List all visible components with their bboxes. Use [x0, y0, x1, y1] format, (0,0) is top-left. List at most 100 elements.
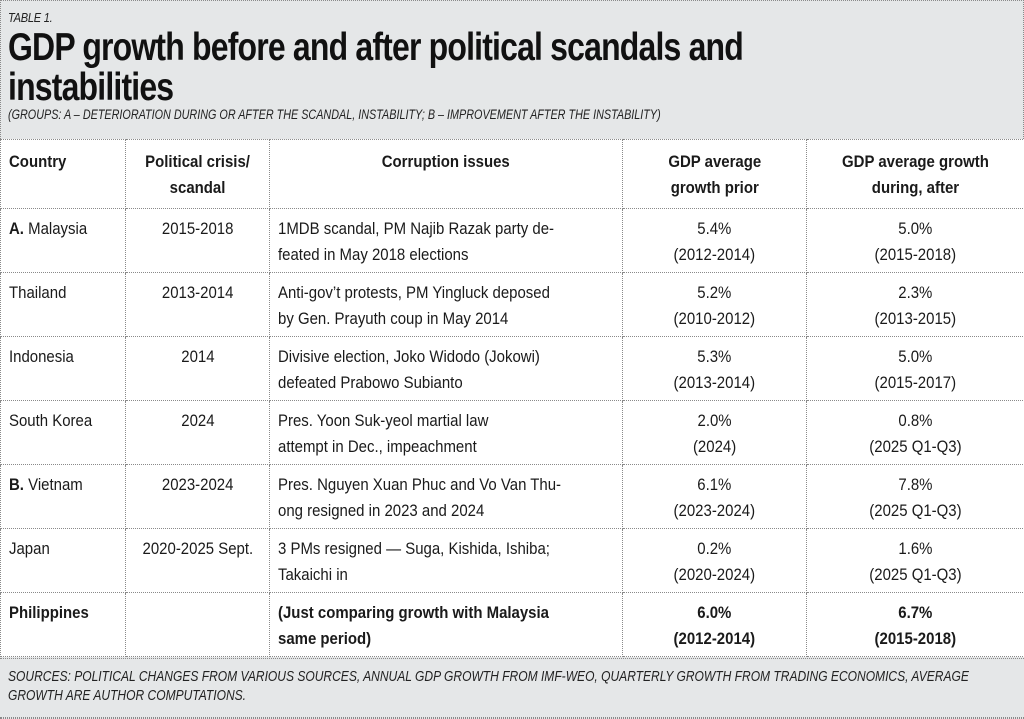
gdp-prior-period: (2024)	[692, 437, 737, 456]
cell-political-crisis: 2014	[125, 336, 270, 401]
gdp-after-value: 0.8%	[898, 411, 933, 430]
crisis-period: 2013-2014	[161, 283, 234, 302]
cell-corruption-issues: Divisive election, Joko Widodo (Jokowi) d…	[269, 336, 623, 401]
cell-corruption-issues: Anti-gov’t protests, PM Yingluck deposed…	[269, 272, 623, 337]
issue-text-line: attempt in Dec., impeachment	[278, 437, 477, 456]
cell-corruption-issues: 1MDB scandal, PM Najib Razak party de-fe…	[269, 208, 623, 273]
gdp-prior-period: (2012-2014)	[673, 629, 756, 648]
cell-gdp-after: 7.8% (2025 Q1-Q3)	[806, 464, 1024, 529]
table-row: Indonesia 2014 Divisive election, Joko Wid…	[0, 336, 1024, 401]
data-table-container: Country Political crisis/ scandal Corrup…	[0, 139, 1024, 657]
cell-country: Indonesia	[0, 336, 126, 401]
issue-text-line: same period)	[278, 629, 372, 648]
cell-country: South Korea	[0, 400, 126, 465]
issue-text-line: ong resigned in 2023 and 2024	[278, 501, 485, 520]
crisis-period: 2023-2024	[161, 475, 234, 494]
country-name: Japan	[9, 539, 50, 558]
cell-corruption-issues: (Just comparing growth with Malaysia same…	[269, 592, 623, 657]
cell-political-crisis: 2020-2025 Sept.	[125, 528, 270, 593]
column-header-country: Country	[0, 139, 126, 209]
crisis-period: 2024	[180, 411, 215, 430]
table-header: TABLE 1. GDP growth before and after pol…	[8, 8, 1008, 122]
cell-country: A. Malaysia	[0, 208, 126, 273]
gdp-growth-table: Country Political crisis/ scandal Corrup…	[0, 139, 1024, 657]
cell-gdp-after: 5.0% (2015-2017)	[806, 336, 1024, 401]
gdp-prior-value: 6.1%	[697, 475, 732, 494]
country-name: Thailand	[9, 283, 67, 302]
gdp-prior-period: (2012-2014)	[673, 245, 756, 264]
issue-text-line: defeated Prabowo Subianto	[278, 373, 463, 392]
cell-political-crisis: 2023-2024	[125, 464, 270, 529]
crisis-period: 2015-2018	[161, 219, 234, 238]
cell-corruption-issues: Pres. Yoon Suk-yeol martial law attempt i…	[269, 400, 623, 465]
country-name: South Korea	[9, 411, 93, 430]
column-header-gdp-after: GDP average growth during, after	[806, 139, 1024, 209]
cell-corruption-issues: Pres. Nguyen Xuan Phuc and Vo Van Thu-on…	[269, 464, 623, 529]
issue-text-line: feated in May 2018 elections	[278, 245, 469, 264]
country-name: Malaysia	[28, 219, 88, 238]
cell-political-crisis: 2013-2014	[125, 272, 270, 337]
cell-gdp-after: 6.7% (2015-2018)	[806, 592, 1024, 657]
country-name: Vietnam	[28, 475, 83, 494]
gdp-prior-value: 5.3%	[697, 347, 732, 366]
gdp-after-value: 1.6%	[898, 539, 933, 558]
crisis-period: 2014	[180, 347, 215, 366]
cell-gdp-after: 5.0% (2015-2018)	[806, 208, 1024, 273]
sources-footnote: SOURCES: POLITICAL CHANGES FROM VARIOUS …	[0, 658, 1024, 718]
gdp-after-period: (2015-2018)	[874, 245, 957, 264]
column-header-political-crisis: Political crisis/ scandal	[125, 139, 270, 209]
issue-text-line: by Gen. Prayuth coup in May 2014	[278, 309, 509, 328]
gdp-after-value: 5.0%	[898, 347, 933, 366]
gdp-after-period: (2015-2018)	[874, 629, 957, 648]
cell-gdp-prior: 5.2% (2010-2012)	[622, 272, 807, 337]
gdp-prior-value: 5.2%	[697, 283, 732, 302]
table-body: A. Malaysia 2015-2018 1MDB scandal, PM Naj…	[0, 208, 1024, 657]
gdp-after-period: (2025 Q1-Q3)	[869, 501, 962, 520]
cell-political-crisis: 2024	[125, 400, 270, 465]
cell-political-crisis	[125, 592, 270, 657]
column-header-corruption-issues: Corruption issues	[269, 139, 623, 209]
column-header-gdp-prior: GDP average growth prior	[622, 139, 807, 209]
issue-text-line: Divisive election, Joko Widodo (Jokowi)	[278, 347, 540, 366]
gdp-prior-value: 6.0%	[697, 603, 732, 622]
table-row: South Korea 2024 Pres. Yoon Suk-yeol marti…	[0, 400, 1024, 465]
cell-gdp-prior: 5.3% (2013-2014)	[622, 336, 807, 401]
country-name: Philippines	[9, 603, 89, 622]
cell-political-crisis: 2015-2018	[125, 208, 270, 273]
cell-corruption-issues: 3 PMs resigned — Suga, Kishida, Ishiba; T…	[269, 528, 623, 593]
group-label: B.	[9, 475, 24, 494]
cell-country: B. Vietnam	[0, 464, 126, 529]
cell-country: Philippines	[0, 592, 126, 657]
group-label: A.	[9, 219, 24, 238]
table-row: B. Vietnam 2023-2024 Pres. Nguyen Xuan Phu…	[0, 464, 1024, 529]
cell-country: Japan	[0, 528, 126, 593]
issue-text-line: 1MDB scandal, PM Najib Razak party de-	[278, 219, 555, 238]
gdp-prior-value: 5.4%	[697, 219, 732, 238]
cell-country: Thailand	[0, 272, 126, 337]
table-subtitle: (GROUPS: A – DETERIORATION DURING OR AFT…	[8, 107, 661, 122]
cell-gdp-after: 2.3% (2013-2015)	[806, 272, 1024, 337]
cell-gdp-after: 0.8% (2025 Q1-Q3)	[806, 400, 1024, 465]
cell-gdp-prior: 2.0% (2024)	[622, 400, 807, 465]
page-title: GDP growth before and after political sc…	[8, 26, 744, 109]
gdp-after-period: (2025 Q1-Q3)	[869, 437, 962, 456]
table-header-row: Country Political crisis/ scandal Corrup…	[0, 139, 1024, 209]
table-label: TABLE 1.	[8, 10, 53, 25]
cell-gdp-after: 1.6% (2025 Q1-Q3)	[806, 528, 1024, 593]
gdp-prior-value: 2.0%	[697, 411, 732, 430]
gdp-after-value: 7.8%	[898, 475, 933, 494]
gdp-after-value: 2.3%	[898, 283, 933, 302]
gdp-after-value: 6.7%	[898, 603, 933, 622]
gdp-prior-period: (2010-2012)	[673, 309, 756, 328]
issue-text-line: Takaichi in	[278, 565, 348, 584]
sources-text: SOURCES: POLITICAL CHANGES FROM VARIOUS …	[8, 669, 969, 704]
gdp-prior-period: (2013-2014)	[673, 373, 756, 392]
gdp-prior-period: (2020-2024)	[673, 565, 756, 584]
cell-gdp-prior: 6.1% (2023-2024)	[622, 464, 807, 529]
table-row: Thailand 2013-2014 Anti-gov’t protests, PM…	[0, 272, 1024, 337]
crisis-period: 2020-2025 Sept.	[142, 539, 253, 558]
table-row: Japan 2020-2025 Sept. 3 PMs resigned — Sug…	[0, 528, 1024, 593]
cell-gdp-prior: 5.4% (2012-2014)	[622, 208, 807, 273]
gdp-after-period: (2025 Q1-Q3)	[869, 565, 962, 584]
country-name: Indonesia	[9, 347, 74, 366]
